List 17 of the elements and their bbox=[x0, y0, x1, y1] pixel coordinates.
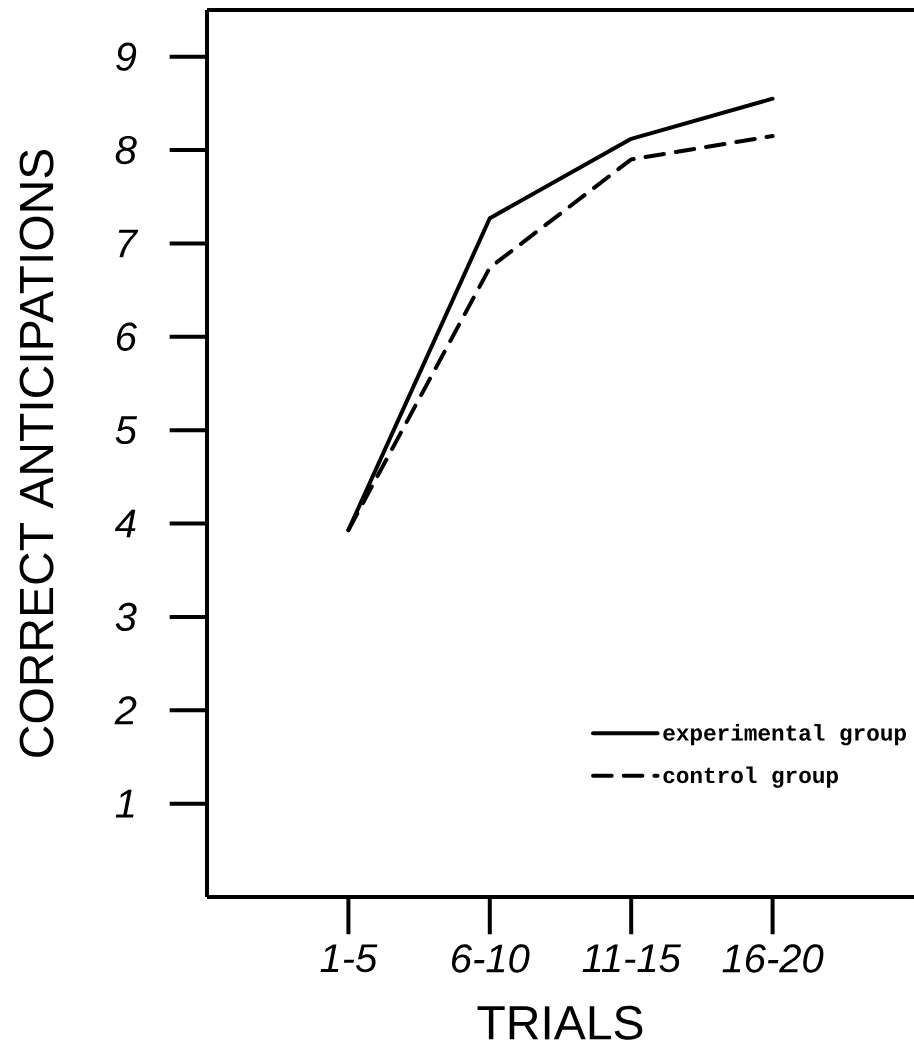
y-tick-label: 9 bbox=[116, 42, 137, 71]
y-tick-label: 6 bbox=[116, 322, 137, 351]
y-tick-label: 1 bbox=[115, 789, 134, 818]
legend-label: control group bbox=[663, 766, 838, 788]
legend-label: experimental group bbox=[663, 724, 906, 746]
y-tick-label: 3 bbox=[115, 602, 137, 632]
x-tick-label: 1-5 bbox=[320, 944, 378, 973]
x-tick-label: 11-15 bbox=[582, 944, 681, 973]
y-tick-label: 8 bbox=[115, 135, 137, 165]
x-tick-label: 6-10 bbox=[452, 944, 530, 973]
y-tick-label: 5 bbox=[115, 416, 138, 445]
x-tick-label: 16-20 bbox=[722, 944, 824, 973]
y-tick-label: 2 bbox=[114, 696, 137, 725]
x-axis-title: TRIALS bbox=[477, 1005, 643, 1040]
y-axis-title: CORRECT ANTICIPATIONS bbox=[19, 149, 54, 757]
y-tick-label: 4 bbox=[114, 509, 136, 538]
y-tick-label: 7 bbox=[118, 229, 139, 258]
